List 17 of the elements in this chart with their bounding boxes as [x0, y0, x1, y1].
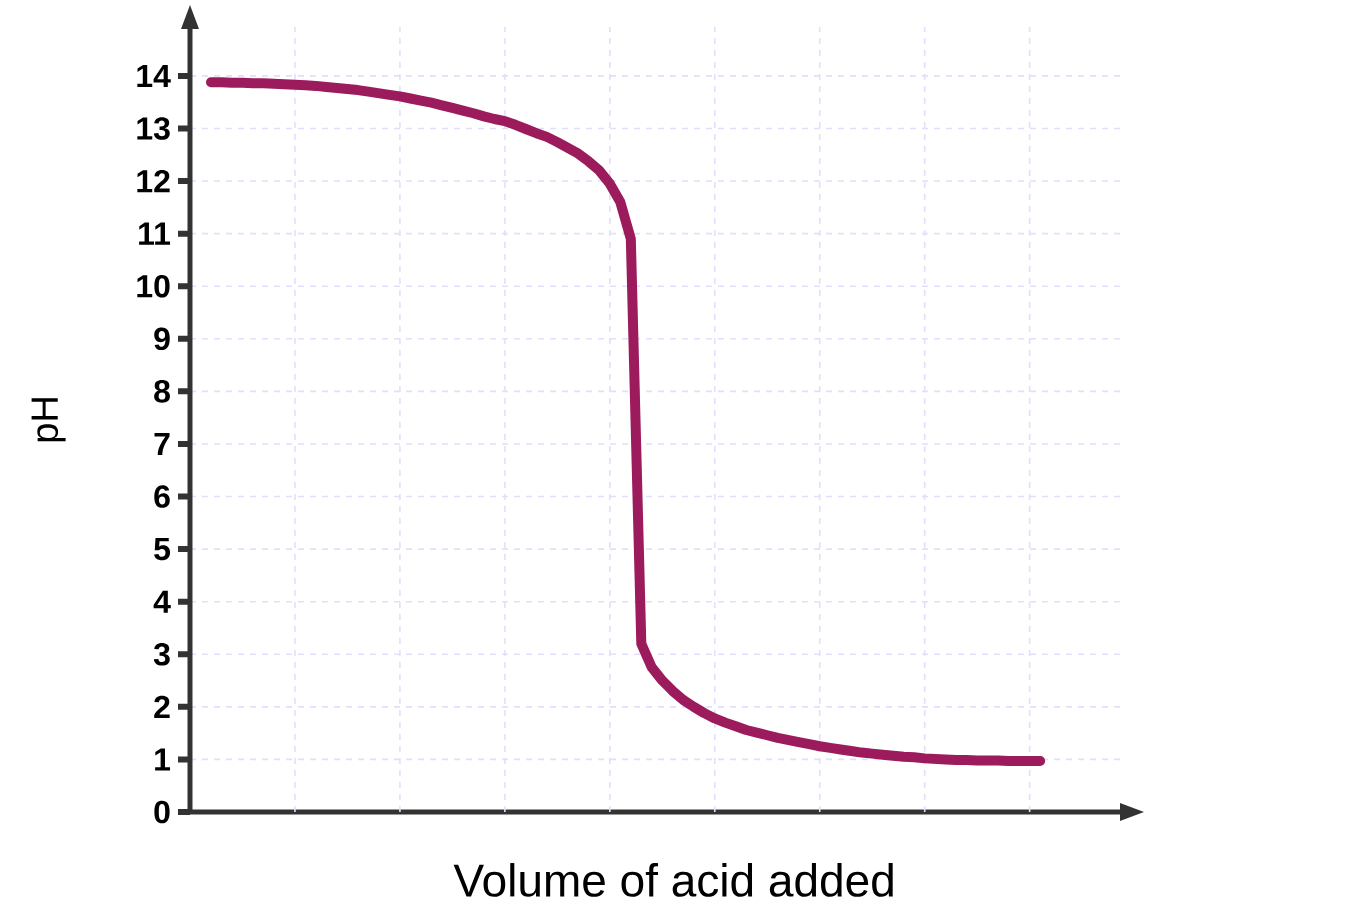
y-tick-label: 10 — [137, 274, 170, 298]
y-tick-label: 12 — [137, 169, 170, 193]
y-tick-label: 2 — [154, 695, 170, 719]
y-tick-label: 9 — [154, 327, 170, 351]
y-tick-label: 6 — [154, 485, 170, 508]
y-tick-label: 1 — [155, 748, 171, 771]
y-tick-label: 13 — [137, 117, 170, 140]
y-tick-label: 5 — [154, 537, 171, 561]
y-tick-label: 8 — [154, 380, 170, 403]
y-tick-label: 14 — [137, 64, 171, 87]
y-tick-label: 4 — [153, 590, 171, 613]
y-axis-title: pH — [31, 398, 66, 442]
y-tick-label: 7 — [154, 432, 170, 455]
x-axis-title: Volume of acid added — [453, 863, 893, 897]
y-tick-label: 3 — [153, 642, 170, 666]
y-tick-label: 0 — [154, 800, 170, 824]
y-tick-label: 11 — [139, 222, 171, 245]
